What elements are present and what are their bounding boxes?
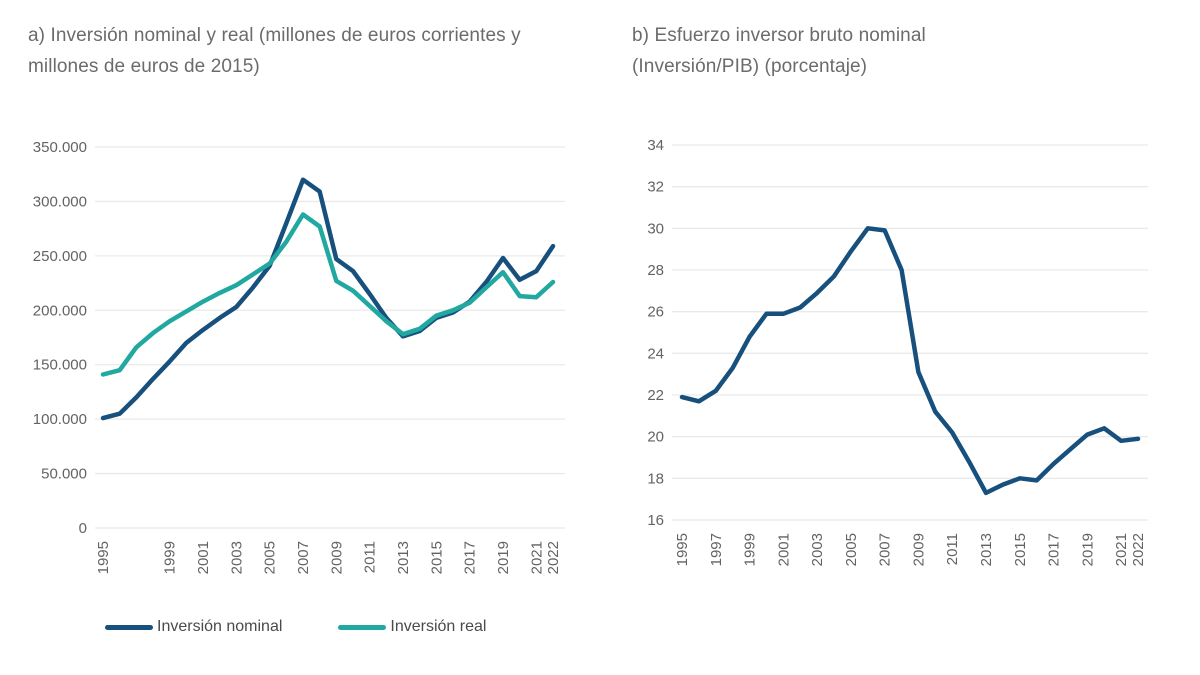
x-tick-label: 2001 [195, 541, 212, 574]
x-tick-label: 2021 [1113, 533, 1130, 566]
x-tick-label: 2017 [1046, 533, 1063, 566]
x-tick-label: 2007 [295, 541, 312, 574]
x-tick-label: 2015 [428, 541, 445, 574]
y-tick-label: 150.000 [33, 357, 87, 374]
x-tick-label: 2001 [775, 533, 792, 566]
x-tick-label: 2005 [262, 541, 279, 574]
x-tick-label: 2017 [462, 541, 479, 574]
y-tick-label: 0 [79, 520, 87, 537]
legend-item-real: Inversión real [338, 618, 486, 636]
series-line [679, 226, 1141, 496]
series-line [100, 177, 556, 421]
y-tick-label: 300.000 [33, 193, 87, 210]
x-tick-label: 1999 [162, 541, 179, 574]
x-tick-label: 2011 [362, 541, 379, 573]
x-tick-label: 1995 [95, 541, 112, 574]
chart-a-title: a) Inversión nominal y real (millones de… [28, 25, 521, 77]
legend: Inversión nominal Inversión real [105, 618, 486, 636]
x-tick-label: 2019 [495, 541, 512, 574]
x-tick-label: 2007 [877, 533, 894, 566]
y-tick-label: 200.000 [33, 302, 87, 319]
x-tick-label: 2009 [910, 533, 927, 566]
y-tick-label: 350.000 [33, 139, 87, 156]
x-tick-label: 2003 [228, 541, 245, 574]
x-tick-label: 2003 [809, 533, 826, 566]
x-tick-label: 2019 [1079, 533, 1096, 566]
x-tick-label: 2011 [944, 533, 961, 565]
y-tick-label: 24 [647, 345, 664, 362]
series-line [100, 212, 556, 377]
y-tick-label: 100.000 [33, 411, 87, 428]
legend-swatch-real [338, 624, 387, 630]
x-tick-label: 2013 [395, 541, 412, 574]
legend-label-nominal: Inversión nominal [157, 618, 283, 635]
y-tick-label: 28 [647, 262, 664, 279]
x-tick-label: 2022 [1130, 533, 1147, 566]
legend-item-nominal: Inversión nominal [105, 618, 282, 636]
y-tick-label: 22 [647, 387, 664, 404]
x-tick-label: 2009 [328, 541, 345, 574]
x-tick-label: 2015 [1012, 533, 1029, 566]
y-tick-label: 250.000 [33, 248, 87, 265]
chart-a-canvas: 0 50.000 100.000 150.000 200.000 250.000 300.0… [33, 139, 565, 574]
y-tick-label: 26 [647, 304, 664, 321]
x-tick-label: 2013 [978, 533, 995, 566]
y-tick-label: 32 [647, 179, 664, 196]
y-tick-label: 16 [647, 512, 664, 529]
chart-b-title: b) Esfuerzo inversor bruto nominal (Inve… [632, 25, 926, 77]
y-tick-label: 50.000 [41, 466, 87, 483]
y-tick-label: 34 [647, 137, 664, 154]
x-tick-label: 1999 [742, 533, 759, 566]
y-tick-label: 18 [647, 470, 664, 487]
x-tick-label: 2022 [545, 541, 562, 574]
x-tick-label: 2021 [528, 541, 545, 574]
y-tick-label: 30 [647, 220, 664, 237]
x-tick-label: 2005 [843, 533, 860, 566]
x-tick-label: 1995 [674, 533, 691, 566]
legend-swatch-nominal [105, 624, 153, 630]
x-tick-label: 1997 [708, 533, 725, 566]
y-tick-label: 20 [647, 429, 664, 446]
legend-label-real: Inversión real [390, 618, 487, 635]
